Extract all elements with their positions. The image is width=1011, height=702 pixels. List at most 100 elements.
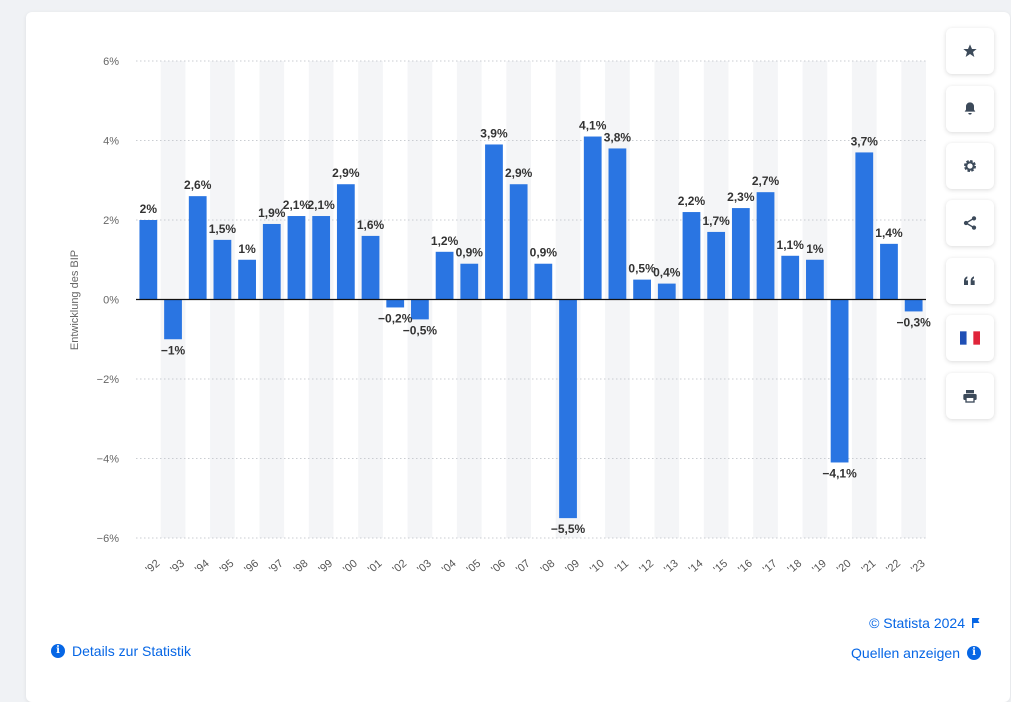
data-label: −0,3% — [896, 315, 931, 329]
bar — [806, 259, 824, 300]
bar — [707, 231, 726, 300]
bar — [139, 220, 158, 300]
data-label: 1,6% — [357, 218, 385, 232]
data-label: 2,3% — [727, 190, 755, 204]
x-tick-label: '93 — [168, 558, 187, 576]
bar — [633, 279, 651, 300]
x-tick-label: '98 — [292, 558, 311, 576]
data-label: 1,7% — [702, 214, 730, 228]
y-tick-label: 0% — [103, 295, 119, 307]
x-tick-label: '97 — [267, 558, 286, 576]
favorite-button[interactable] — [946, 28, 994, 74]
data-label: 3,7% — [851, 134, 879, 148]
x-tick-label: '08 — [539, 558, 558, 576]
print-button[interactable] — [946, 373, 994, 419]
y-tick-label: 2% — [103, 215, 119, 227]
quote-icon — [964, 276, 975, 285]
data-label: 1,4% — [875, 226, 903, 240]
data-label: 2,6% — [184, 178, 212, 192]
y-axis-label: Entwicklung des BIP — [69, 250, 81, 350]
bar — [213, 239, 232, 300]
x-tick-label: '95 — [218, 558, 237, 576]
data-label: 3,9% — [480, 126, 508, 140]
bar — [312, 216, 331, 300]
bar — [509, 184, 528, 300]
bar — [830, 299, 849, 463]
data-labels: 2%−1%2,6%1,5%1%1,9%2,1%2,1%2,9%1,6%−0,2%… — [140, 119, 931, 537]
bar — [386, 299, 405, 308]
x-tick-label: '16 — [736, 558, 755, 576]
data-label: 1,9% — [258, 206, 286, 220]
bar-chart: 2%−1%2,6%1,5%1%1,9%2,1%2,1%2,9%1,6%−0,2%… — [69, 56, 931, 576]
bar — [855, 152, 874, 300]
data-label: −0,5% — [403, 323, 438, 337]
data-label: −1% — [161, 343, 186, 357]
data-label: 2,2% — [678, 194, 706, 208]
x-tick-label: '19 — [810, 558, 829, 576]
x-tick-label: '05 — [465, 558, 484, 576]
x-tick-label: '06 — [489, 558, 508, 576]
bar — [485, 144, 503, 300]
bar — [583, 136, 602, 300]
x-tick-label: '04 — [440, 558, 459, 576]
data-label: −4,1% — [822, 466, 857, 480]
bar — [336, 184, 355, 300]
flag-icon — [972, 618, 980, 628]
y-tick-label: 6% — [103, 56, 119, 68]
data-label: 1,2% — [431, 234, 459, 248]
printer-icon — [963, 390, 977, 403]
x-tick-label: '10 — [588, 558, 607, 576]
x-tick-label: '01 — [366, 558, 385, 576]
x-tick-label: '18 — [786, 558, 805, 576]
french-flag-icon — [960, 331, 980, 345]
sources-label: Quellen anzeigen — [851, 645, 960, 661]
y-tick-labels: 6% 4% 2% 0% −2% −4% −6% — [97, 56, 120, 545]
bar — [534, 263, 553, 300]
data-label: 1,1% — [777, 238, 805, 252]
copyright[interactable]: © Statista 2024 — [869, 615, 981, 631]
bar — [238, 259, 256, 300]
share-button[interactable] — [946, 200, 994, 246]
bell-icon — [964, 102, 976, 115]
settings-button[interactable] — [946, 143, 994, 189]
x-tick-label: '09 — [563, 558, 582, 576]
data-label: 1,5% — [209, 222, 237, 236]
x-tick-label: '23 — [909, 558, 928, 576]
bar — [435, 251, 454, 300]
data-label: 0,9% — [456, 246, 484, 260]
data-label: 2,9% — [505, 166, 533, 180]
info-icon: i — [51, 644, 65, 658]
x-tick-label: '00 — [341, 558, 360, 576]
copyright-text: © Statista 2024 — [869, 615, 965, 631]
data-label: 2,9% — [332, 166, 360, 180]
bar — [188, 196, 207, 300]
y-tick-label: 4% — [103, 136, 119, 148]
cite-button[interactable] — [946, 258, 994, 304]
sources-link[interactable]: Quellen anzeigen i — [851, 645, 981, 661]
details-label: Details zur Statistik — [72, 643, 192, 659]
x-tick-label: '03 — [415, 558, 434, 576]
data-label: 1% — [238, 242, 256, 256]
data-label: 3,8% — [604, 130, 632, 144]
x-tick-label: '99 — [316, 558, 335, 576]
x-tick-label: '22 — [884, 558, 903, 576]
language-button[interactable] — [946, 315, 994, 361]
x-tick-label: '07 — [514, 558, 533, 576]
bars — [139, 136, 923, 519]
x-tick-label: '12 — [637, 558, 656, 576]
data-label: −5,5% — [551, 522, 586, 536]
x-tick-label: '20 — [835, 558, 854, 576]
x-tick-label: '02 — [391, 558, 410, 576]
data-label: 4,1% — [579, 119, 607, 133]
data-label: 2,1% — [283, 198, 311, 212]
x-tick-label: '15 — [711, 558, 730, 576]
bar — [164, 299, 182, 340]
x-tick-label: '94 — [193, 558, 212, 576]
data-label: 2% — [140, 202, 158, 216]
notification-button[interactable] — [946, 86, 994, 132]
data-label: 2,7% — [752, 174, 780, 188]
details-link[interactable]: i Details zur Statistik — [51, 643, 191, 659]
x-tick-label: '17 — [761, 558, 780, 576]
data-label: 2,1% — [307, 198, 335, 212]
x-tick-labels: '92 '93 '94 '95 '96 '97 '98 '99 '00 '01 '02 '03 '04 '… — [144, 558, 928, 576]
